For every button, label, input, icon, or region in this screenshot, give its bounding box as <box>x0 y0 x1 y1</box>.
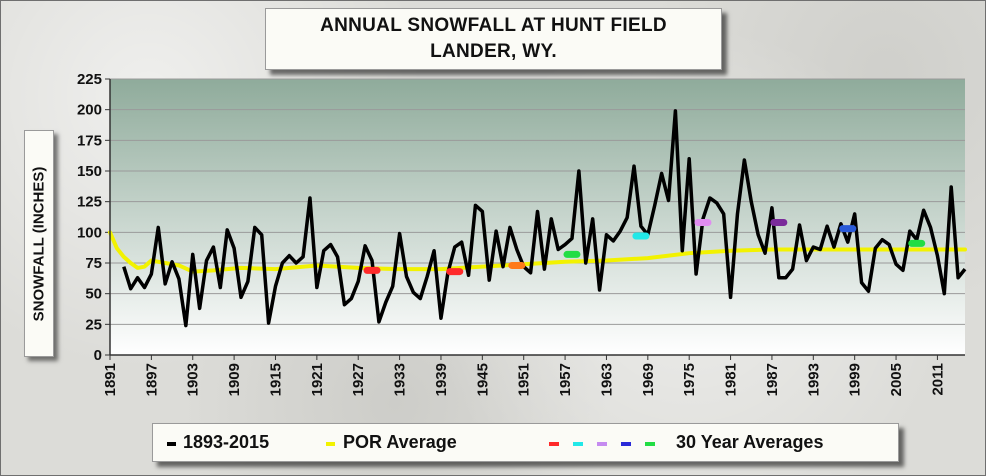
legend-label-annual: 1893-2015 <box>183 432 270 452</box>
y-tick-label: 50 <box>85 286 102 303</box>
series-annual-snowfall <box>122 109 967 328</box>
legend-swatch-annual <box>167 442 176 446</box>
y-tick-label: 150 <box>77 163 102 180</box>
y-axis-label-box: SNOWFALL (INCHES) <box>24 130 54 357</box>
legend-swatch-30yr-dash <box>597 442 607 446</box>
x-tick-label: 1939 <box>433 363 450 396</box>
grid-lines <box>110 78 965 325</box>
legend-swatch-30yr-dash <box>549 442 559 446</box>
y-tick-label: 225 <box>77 71 102 88</box>
x-tick-label: 1969 <box>640 363 657 396</box>
x-tick-label: 1957 <box>557 363 574 396</box>
x-tick-label: 1933 <box>392 363 409 396</box>
legend-swatch-por <box>326 442 335 446</box>
x-tick-label: 1909 <box>226 363 243 396</box>
x-tick-label: 1993 <box>805 363 822 396</box>
x-tick-label: 1927 <box>350 363 367 396</box>
y-axis-ticks: 0 25 50 75 100 125 150 175 200 225 <box>77 71 110 364</box>
x-tick-label: 2005 <box>888 363 905 396</box>
x-tick-label: 1915 <box>267 363 284 396</box>
legend-swatch-30yr-dash <box>621 442 631 446</box>
chart-svg: 0 25 50 75 100 125 150 175 200 225 1891 1897 1903 19… <box>77 71 967 396</box>
x-tick-label: 1903 <box>185 363 202 396</box>
thirty-year-average-markers <box>363 219 926 276</box>
legend-swatch-30yr-dash <box>573 442 583 446</box>
y-tick-label: 200 <box>77 102 102 119</box>
y-tick-label: 100 <box>77 224 102 241</box>
chart-title-box: ANNUAL SNOWFALL AT HUNT FIELD LANDER, WY… <box>265 8 722 70</box>
x-tick-label: 1951 <box>516 363 533 396</box>
y-tick-label: 0 <box>94 347 102 364</box>
y-tick-label: 125 <box>77 194 102 211</box>
chart-title-line2: LANDER, WY. <box>430 41 557 62</box>
x-tick-label: 2011 <box>929 363 946 396</box>
chart-title-line1: ANNUAL SNOWFALL AT HUNT FIELD <box>320 15 667 36</box>
legend-swatch-30yr-dash <box>645 442 655 446</box>
legend-label-30yr: 30 Year Averages <box>676 432 824 452</box>
x-tick-label: 1897 <box>143 363 160 396</box>
x-tick-label: 1981 <box>723 363 740 396</box>
x-tick-label: 1945 <box>474 363 491 396</box>
y-tick-label: 25 <box>85 316 102 333</box>
x-axis-ticks: 1891 1897 1903 1909 1915 1921 1927 1933 1939 1945… <box>102 355 946 396</box>
x-tick-label: 1975 <box>681 363 698 396</box>
x-tick-label: 1999 <box>847 363 864 396</box>
x-tick-label: 1921 <box>309 363 326 396</box>
y-tick-label: 175 <box>77 132 102 149</box>
x-tick-label: 1891 <box>102 363 119 396</box>
legend-label-por: POR Average <box>343 432 457 452</box>
legend: 1893-2015 POR Average 30 Year Averages <box>152 423 899 462</box>
x-tick-label: 1963 <box>598 363 615 396</box>
x-tick-label: 1987 <box>764 363 781 396</box>
y-tick-label: 75 <box>85 255 102 272</box>
